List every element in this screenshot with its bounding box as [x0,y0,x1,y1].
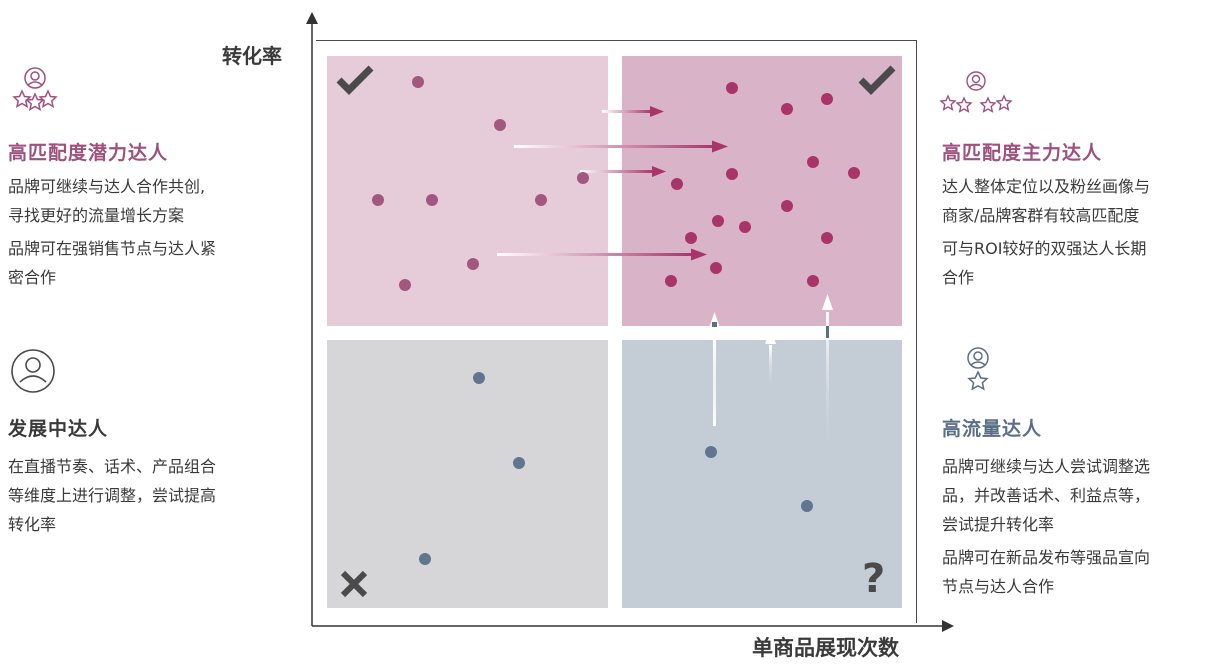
data-dot [419,553,431,565]
x-axis-label: 单商品展现次数 [752,636,899,660]
y-axis-label: 转化率 [222,44,282,68]
text-line: 商家/品牌客群有较高匹配度 [942,206,1140,225]
data-dot [399,279,411,291]
data-dot [473,372,485,384]
user-icon [11,349,55,393]
text-line: 节点与达人合作 [942,577,1055,596]
data-dot [685,232,697,244]
text-line: 转化率 [8,515,57,534]
quadrant-top-left [327,56,608,326]
text-line: 品，并改善话术、利益点等， [942,486,1151,505]
user-four-stars-icon [939,71,1013,113]
data-dot [513,457,525,469]
text-line: 品牌可继续与达人合作共创, [8,177,206,196]
data-dot [372,194,384,206]
developing-title: 发展中达人 [8,418,109,440]
data-dot [726,82,738,94]
data-dot [412,76,424,88]
data-dot [781,103,793,115]
main-title: 高匹配度主力达人 [942,142,1103,164]
potential-title: 高匹配度潜力达人 [8,142,169,164]
data-dot [494,119,506,131]
cross-icon [340,570,368,598]
data-dot [710,262,722,274]
data-dot [807,275,819,287]
data-dot [848,167,860,179]
main-desc: 达人整体定位以及粉丝画像与 商家/品牌客群有较高匹配度 可与ROI较好的双强达人… [942,172,1150,292]
quadrant-bottom-left [327,340,608,608]
data-dot [807,156,819,168]
data-dot [467,258,479,270]
text-line: 密合作 [8,268,57,287]
potential-desc: 品牌可继续与达人合作共创, 寻找更好的流量增长方案 品牌可在强销售节点与达人紧 … [8,172,216,292]
data-dot [671,178,683,190]
data-dot [781,200,793,212]
check-icon [336,65,374,95]
text-line: 在直播节奏、话术、产品组合 [8,457,217,476]
chart-frame [316,40,917,623]
user-star-icon [967,347,989,391]
text-line: 合作 [942,268,975,287]
user-three-stars-icon [12,67,58,112]
text-line: 品牌可在强销售节点与达人紧 [8,239,217,258]
text-line: 品牌可继续与达人尝试调整选 [942,457,1151,476]
text-line: 品牌可在新品发布等强品宣向 [942,548,1151,567]
data-dot [726,168,738,180]
traffic-title: 高流量达人 [942,418,1043,440]
text-line: 寻找更好的流量增长方案 [8,206,185,225]
text-line: 可与ROI较好的双强达人长期 [942,239,1147,258]
question-mark: ? [862,556,886,602]
data-dot [705,446,717,458]
check-icon [858,65,896,95]
data-dot [665,275,677,287]
text-line: 等维度上进行调整，尝试提高 [8,486,217,505]
data-dot [577,172,589,184]
data-dot [426,194,438,206]
data-dot [712,215,724,227]
developing-desc: 在直播节奏、话术、产品组合 等维度上进行调整，尝试提高 转化率 [8,452,216,539]
data-dot [821,232,833,244]
data-dot [801,500,813,512]
traffic-desc: 品牌可继续与达人尝试调整选 品，并改善话术、利益点等， 尝试提升转化率 品牌可在… [942,452,1150,601]
data-dot [821,93,833,105]
text-line: 达人整体定位以及粉丝画像与 [942,177,1151,196]
data-dot [739,221,751,233]
quadrant-bottom-right [622,340,902,608]
data-dot [535,194,547,206]
text-line: 尝试提升转化率 [942,515,1055,534]
